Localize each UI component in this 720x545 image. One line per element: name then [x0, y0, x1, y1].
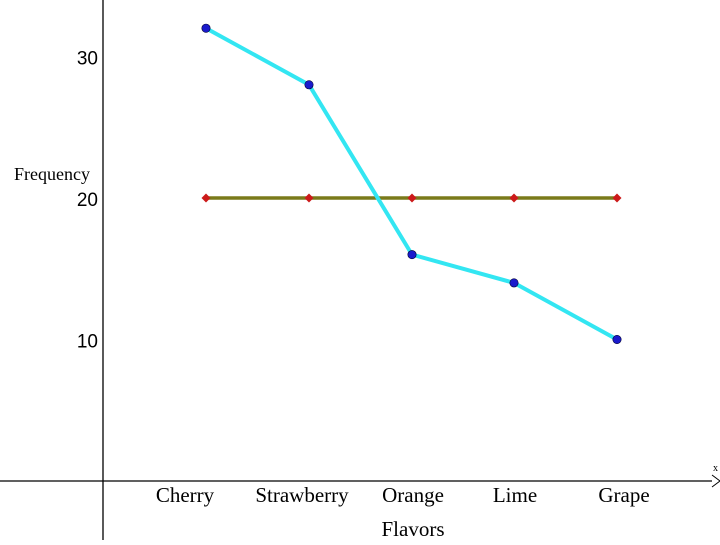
- x-category-label-grape: Grape: [598, 483, 649, 507]
- y-tick-label-30: 30: [77, 49, 98, 70]
- x-axis-label: Flavors: [382, 517, 445, 540]
- series-expected: [201, 193, 622, 203]
- data-point-observed-lime: [509, 278, 519, 288]
- data-point-expected-strawberry: [304, 193, 314, 203]
- data-point-expected-lime: [509, 193, 519, 203]
- data-point-observed-grape: [612, 334, 622, 344]
- x-category-label-lime: Lime: [493, 483, 537, 507]
- y-tick-label-10: 10: [77, 332, 98, 353]
- series-line-observed: [204, 26, 619, 342]
- x-axis-marker: x: [713, 463, 718, 474]
- y-tick-label-20: 20: [77, 190, 98, 211]
- x-category-label-strawberry: Strawberry: [255, 483, 349, 507]
- x-axis-arrow-icon: [711, 474, 720, 488]
- x-category-label-cherry: Cherry: [156, 483, 215, 507]
- x-category-label-orange: Orange: [382, 483, 444, 507]
- data-point-observed-strawberry: [304, 80, 314, 90]
- data-point-expected-grape: [612, 193, 622, 203]
- data-point-expected-cherry: [201, 193, 211, 203]
- data-point-expected-orange: [407, 193, 417, 203]
- series-group: [201, 23, 622, 344]
- data-point-observed-orange: [407, 250, 417, 260]
- data-point-observed-cherry: [201, 23, 211, 33]
- y-tick-labels: 10 20 30: [77, 49, 98, 353]
- x-category-labels: Cherry Strawberry Orange Lime Grape: [156, 483, 650, 507]
- y-axis-label: Frequency: [14, 164, 90, 184]
- series-observed: [201, 23, 622, 344]
